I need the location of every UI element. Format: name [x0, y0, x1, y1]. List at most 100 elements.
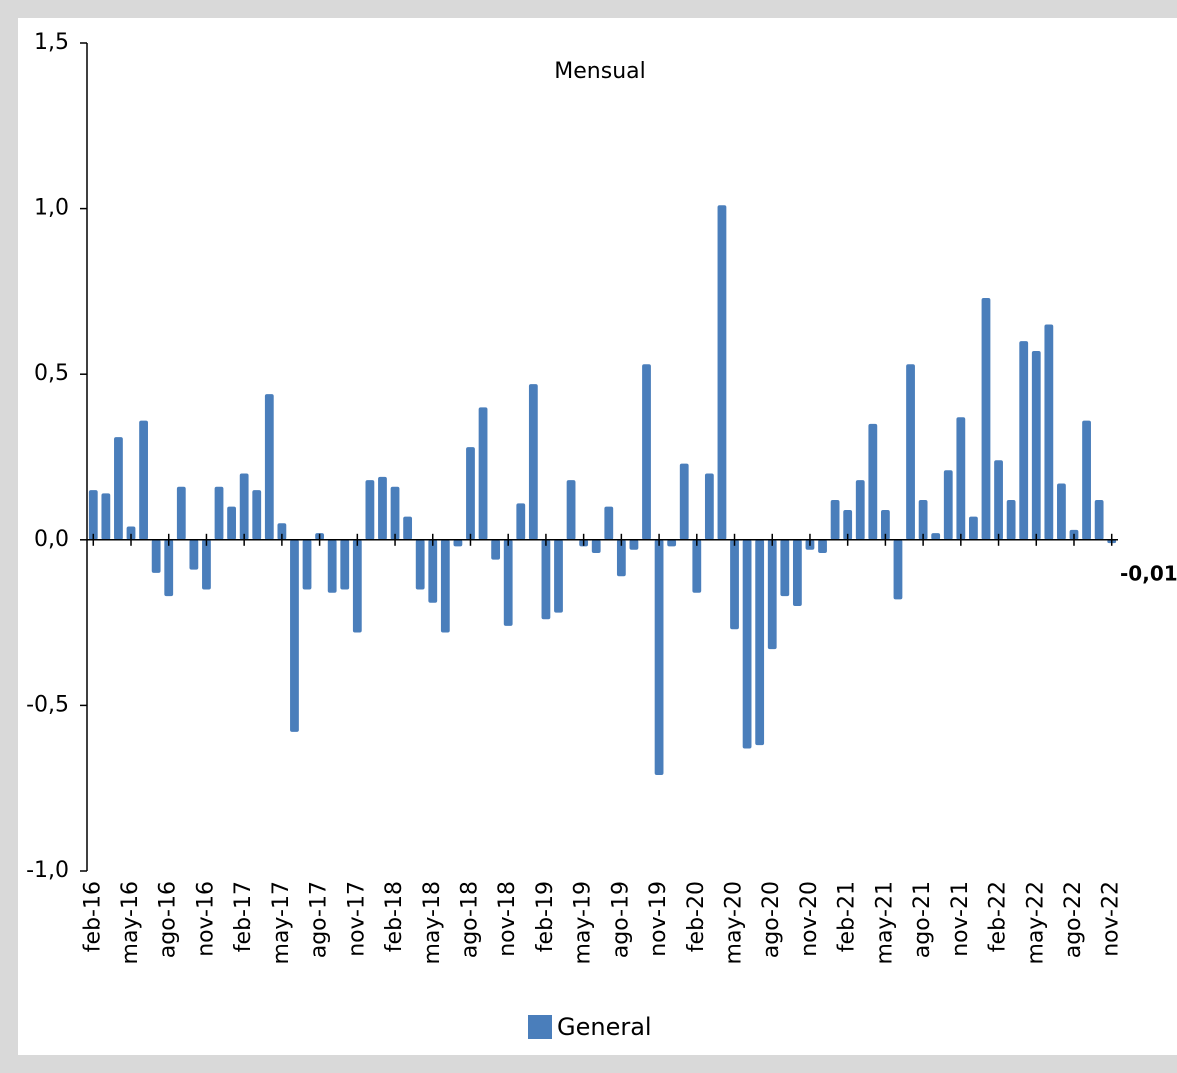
bar — [767, 539, 777, 650]
bar — [290, 539, 299, 732]
bar — [176, 486, 186, 540]
bar — [202, 539, 211, 590]
chart-title: Mensual — [554, 59, 645, 84]
bar — [541, 539, 551, 620]
bar — [214, 486, 224, 540]
y-tick-label: 0,0 — [34, 527, 69, 552]
bar — [503, 539, 513, 626]
x-tick-label: nov-20 — [797, 881, 822, 957]
x-tick-label: ago-17 — [307, 881, 332, 958]
bar — [264, 394, 274, 540]
bar — [742, 539, 752, 749]
bar — [189, 539, 199, 570]
x-tick-label: may-22 — [1023, 881, 1048, 964]
bar — [466, 447, 475, 540]
bar — [327, 539, 337, 593]
bar — [302, 539, 312, 590]
x-tick-label: may-16 — [118, 881, 143, 964]
bar — [252, 490, 262, 540]
bar — [114, 437, 123, 540]
bar — [151, 539, 161, 573]
bar — [1006, 500, 1016, 540]
bar — [604, 506, 614, 540]
bar — [943, 470, 953, 540]
bar — [164, 539, 174, 597]
bar — [1044, 324, 1054, 540]
x-tick-label: nov-18 — [495, 881, 520, 957]
bar — [969, 516, 978, 540]
bar — [818, 539, 827, 554]
bar — [654, 539, 664, 775]
y-tick-label: 0,5 — [34, 361, 69, 386]
x-tick-label: nov-19 — [646, 881, 671, 957]
bar — [880, 509, 890, 540]
x-tick-label: nov-22 — [1099, 881, 1124, 957]
legend-label: General — [557, 1013, 652, 1041]
bar — [478, 407, 488, 540]
x-tick-label: ago-22 — [1061, 881, 1086, 958]
x-tick-label: feb-22 — [986, 881, 1011, 952]
value-label: -0,01 — [1120, 562, 1177, 586]
x-tick-label: nov-16 — [193, 881, 218, 957]
bar — [629, 539, 639, 550]
bar — [679, 463, 689, 540]
x-tick-label: nov-21 — [948, 881, 973, 957]
bar — [918, 500, 928, 540]
x-tick-label: may-17 — [269, 881, 294, 964]
bar — [340, 539, 350, 590]
x-tick-label: feb-18 — [382, 881, 407, 952]
bar — [755, 539, 765, 746]
bar — [403, 516, 413, 540]
x-tick-label: feb-19 — [533, 881, 558, 952]
x-tick-label: may-18 — [420, 881, 445, 964]
x-tick-label: may-21 — [872, 881, 897, 964]
bar — [780, 539, 790, 597]
bar — [528, 384, 538, 540]
bar — [1019, 341, 1029, 540]
bar — [868, 423, 878, 540]
bar — [491, 539, 501, 560]
bar — [227, 506, 236, 540]
y-tick-label: -0,5 — [26, 692, 69, 717]
bar — [88, 490, 98, 540]
x-tick-label: nov-17 — [344, 881, 369, 957]
bar — [126, 526, 136, 540]
x-tick-label: ago-21 — [910, 881, 935, 958]
x-tick-label: ago-16 — [156, 881, 181, 958]
bar — [453, 539, 463, 547]
bar — [893, 539, 903, 600]
bar — [616, 539, 626, 577]
bar — [956, 417, 966, 540]
bar — [717, 205, 727, 540]
bar — [830, 500, 840, 540]
bar — [667, 539, 677, 547]
bar — [843, 509, 853, 540]
bar — [277, 523, 287, 540]
bar — [1057, 483, 1066, 540]
bar — [554, 539, 563, 613]
bar — [792, 539, 802, 607]
y-tick-label: 1,5 — [34, 30, 69, 55]
bar — [390, 486, 400, 540]
bar — [415, 539, 425, 590]
bar — [1031, 351, 1041, 540]
bar — [139, 420, 148, 540]
bar — [931, 533, 941, 540]
bar — [981, 298, 991, 540]
x-tick-label: may-19 — [571, 881, 596, 964]
bar — [1082, 420, 1091, 540]
bar — [704, 473, 714, 540]
bar — [994, 460, 1003, 540]
y-tick-label: -1,0 — [26, 858, 69, 883]
x-tick-label: may-20 — [722, 881, 747, 964]
bar — [365, 480, 375, 540]
bar — [352, 539, 362, 633]
bar — [1094, 500, 1104, 540]
bar — [906, 364, 915, 540]
legend-swatch — [528, 1015, 552, 1039]
x-tick-label: feb-17 — [231, 881, 256, 952]
x-tick-label: feb-21 — [835, 881, 860, 952]
bar — [730, 539, 739, 630]
bar — [516, 503, 526, 540]
